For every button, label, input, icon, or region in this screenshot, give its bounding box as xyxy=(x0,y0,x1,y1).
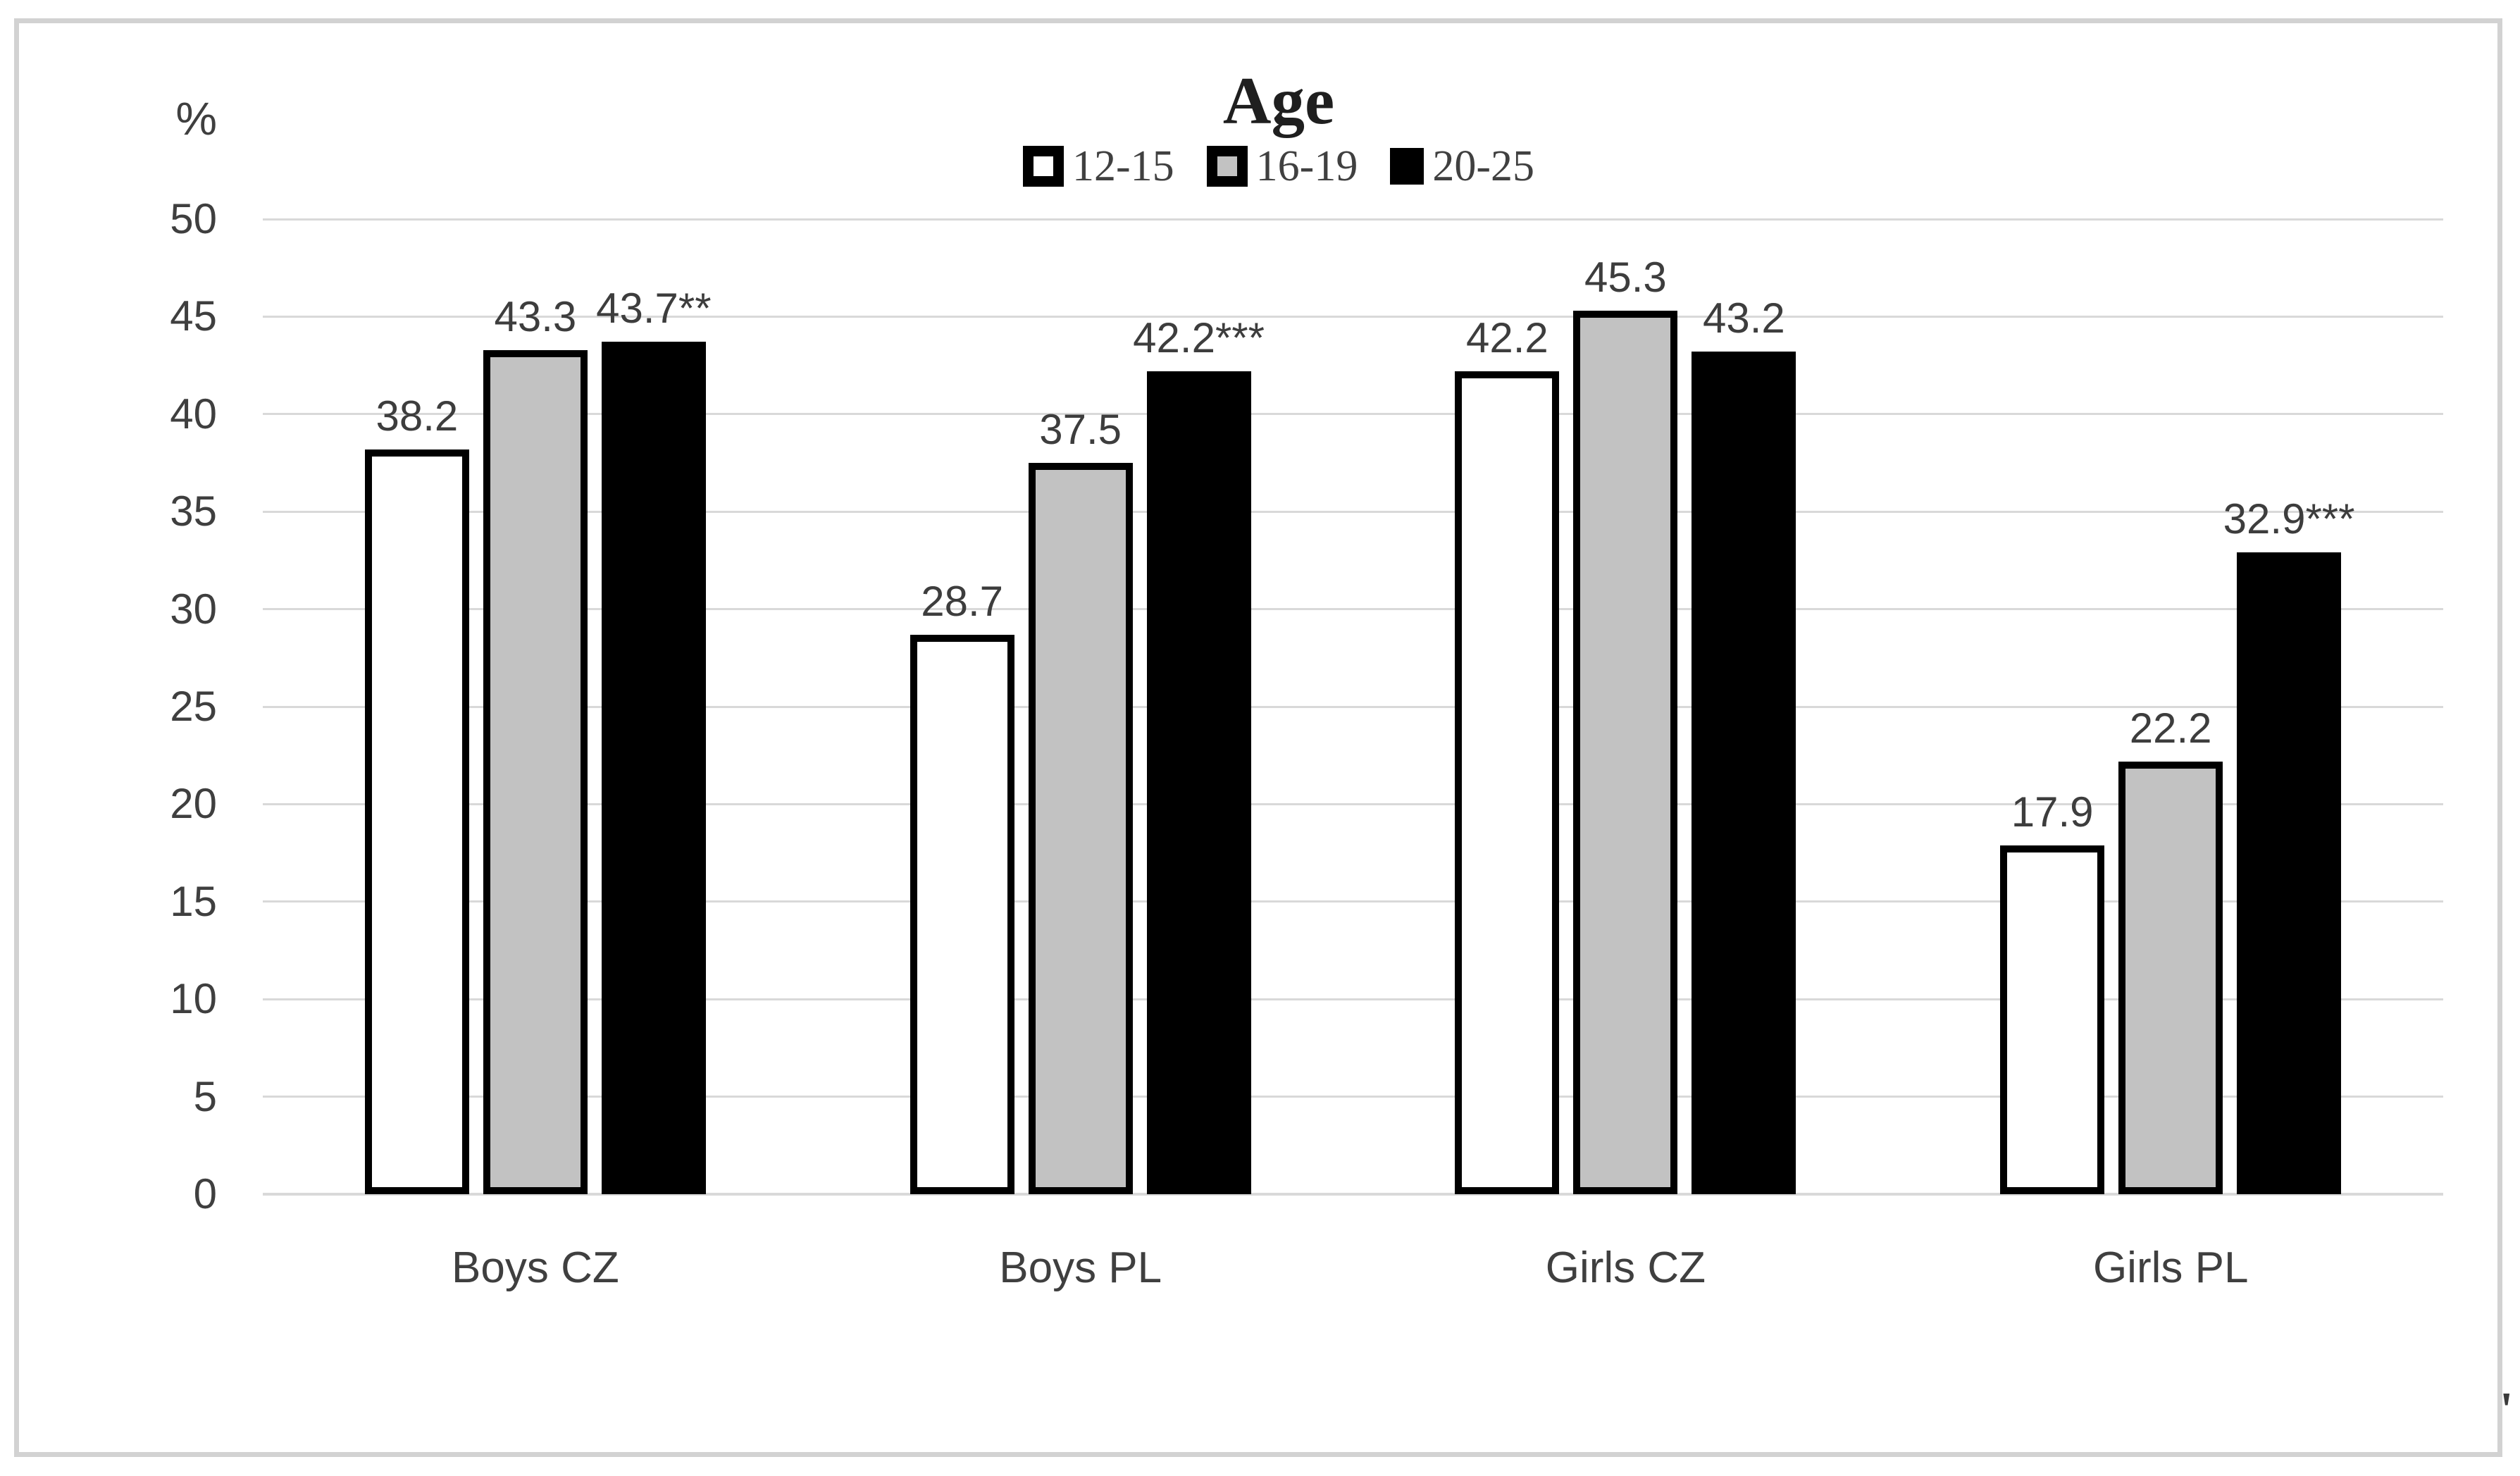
x-axis-line xyxy=(263,1193,2443,1196)
gridline xyxy=(263,998,2443,1000)
legend-item-16-19: 16-19 xyxy=(1206,142,1358,192)
y-tick-label: 0 xyxy=(193,1170,217,1217)
y-tick-label: 25 xyxy=(170,683,217,730)
legend-label-20-25: 20-25 xyxy=(1432,142,1534,190)
data-label-16-19-girls-cz: 45.3 xyxy=(1584,254,1667,302)
gridline xyxy=(263,608,2443,611)
y-tick-label: 40 xyxy=(170,390,217,438)
gridline xyxy=(263,413,2443,416)
data-label-20-25-boys-cz: 43.7** xyxy=(596,285,712,333)
legend: 12-15 16-19 20-25 xyxy=(856,139,1701,193)
bar-20-25-girls-pl xyxy=(2237,552,2342,1194)
data-label-12-15-boys-cz: 38.2 xyxy=(375,392,459,440)
bar-20-25-boys-pl xyxy=(1146,371,1251,1194)
legend-swatch-12-15 xyxy=(1023,146,1065,187)
legend-label-12-15: 12-15 xyxy=(1072,142,1174,190)
y-tick-label: 15 xyxy=(170,877,217,925)
y-tick-label: 5 xyxy=(193,1072,217,1120)
data-label-12-15-girls-pl: 17.9 xyxy=(2011,788,2094,836)
data-label-20-25-boys-pl: 42.2*** xyxy=(1133,314,1265,361)
legend-swatch-20-25 xyxy=(1390,148,1425,185)
bar-20-25-boys-cz xyxy=(601,342,706,1194)
gridline xyxy=(263,218,2443,221)
bar-12-15-boys-cz xyxy=(364,449,469,1194)
bar-16-19-girls-cz xyxy=(1573,311,1678,1194)
gridline xyxy=(263,1096,2443,1098)
category-label-girls-pl: Girls PL xyxy=(2092,1244,2249,1292)
bar-12-15-girls-pl xyxy=(2000,845,2105,1194)
data-label-16-19-boys-cz: 43.3 xyxy=(494,292,577,340)
bar-12-15-girls-cz xyxy=(1455,371,1560,1194)
bar-20-25-girls-cz xyxy=(1692,352,1796,1194)
data-label-12-15-girls-cz: 42.2 xyxy=(1466,314,1548,361)
y-tick-label: 20 xyxy=(170,780,217,828)
y-tick-label: 35 xyxy=(170,488,217,535)
y-tick-label: 30 xyxy=(170,585,217,633)
y-axis-unit-label: % xyxy=(175,92,217,144)
bar-12-15-boys-pl xyxy=(910,634,1014,1194)
legend-label-16-19: 16-19 xyxy=(1255,142,1358,190)
legend-swatch-16-19 xyxy=(1206,146,1248,187)
category-label-girls-cz: Girls CZ xyxy=(1545,1244,1706,1292)
gridline xyxy=(263,802,2443,805)
bar-16-19-boys-pl xyxy=(1028,463,1133,1194)
category-label-boys-pl: Boys PL xyxy=(999,1244,1162,1292)
legend-item-20-25: 20-25 xyxy=(1390,142,1534,192)
category-label-boys-cz: Boys CZ xyxy=(452,1244,619,1292)
bar-16-19-boys-cz xyxy=(483,349,588,1194)
data-label-12-15-boys-pl: 28.7 xyxy=(921,577,1003,625)
gridline xyxy=(263,705,2443,708)
y-tick-label: 50 xyxy=(170,195,217,242)
gridline xyxy=(263,315,2443,318)
stray-apostrophe-mark: ' xyxy=(2500,1383,2514,1437)
data-label-20-25-girls-cz: 43.2 xyxy=(1703,294,1785,342)
y-tick-label: 45 xyxy=(170,292,217,340)
legend-item-12-15: 12-15 xyxy=(1023,142,1174,192)
bar-16-19-girls-pl xyxy=(2118,761,2223,1194)
data-label-16-19-girls-pl: 22.2 xyxy=(2129,704,2212,752)
chart-title: Age xyxy=(1222,63,1335,138)
gridline xyxy=(263,900,2443,903)
data-label-20-25-girls-pl: 32.9*** xyxy=(2223,495,2355,543)
y-tick-label: 10 xyxy=(170,975,217,1023)
data-label-16-19-boys-pl: 37.5 xyxy=(1039,406,1122,453)
gridline xyxy=(263,510,2443,513)
